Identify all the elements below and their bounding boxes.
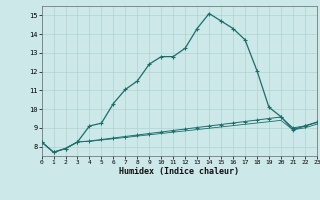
X-axis label: Humidex (Indice chaleur): Humidex (Indice chaleur) <box>119 167 239 176</box>
